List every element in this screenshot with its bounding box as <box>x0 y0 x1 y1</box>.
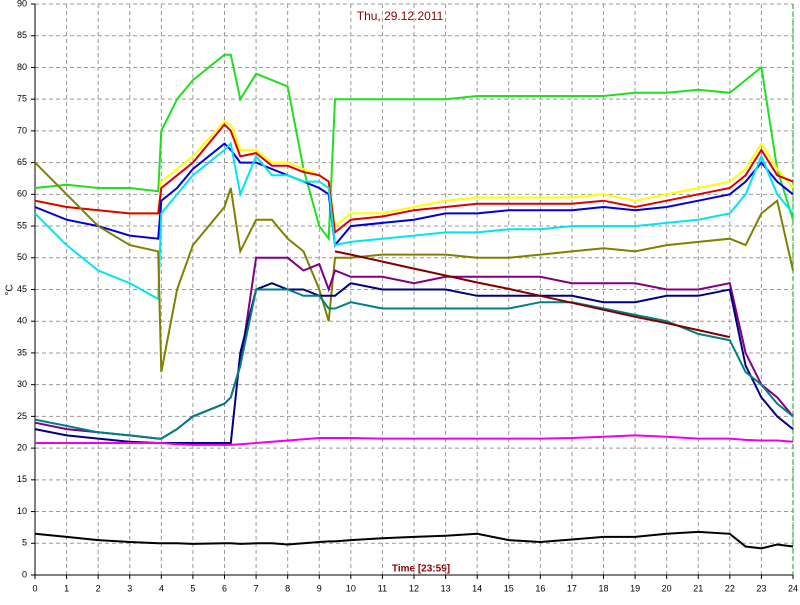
y-tick-label: 40 <box>17 316 27 326</box>
x-tick-label: 5 <box>190 583 195 593</box>
series-line <box>34 123 794 235</box>
y-tick-label: 35 <box>17 347 27 357</box>
y-axis-label: °C <box>5 284 16 295</box>
x-tick-label: 16 <box>535 583 545 593</box>
y-tick-label: 5 <box>22 538 27 548</box>
x-tick-label: 21 <box>693 583 703 593</box>
x-tick-label: 24 <box>788 583 798 593</box>
y-tick-label: 45 <box>17 284 27 294</box>
y-tick-label: 75 <box>17 94 27 104</box>
x-tick-label: 13 <box>441 583 451 593</box>
x-tick-label: 23 <box>756 583 766 593</box>
x-tick-label: 19 <box>630 583 640 593</box>
x-tick-label: 3 <box>127 583 132 593</box>
y-tick-label: 15 <box>17 474 27 484</box>
series-line <box>34 530 794 550</box>
y-tick-label: 80 <box>17 62 27 72</box>
x-tick-label: 11 <box>378 583 387 593</box>
y-tick-label: 20 <box>17 442 27 452</box>
y-tick-label: 10 <box>17 506 27 516</box>
y-tick-label: 90 <box>17 0 27 8</box>
series-line <box>334 250 731 339</box>
x-tick-label: 6 <box>222 583 227 593</box>
x-tick-label: 1 <box>64 583 69 593</box>
y-tick-label: 70 <box>17 125 27 135</box>
y-tick-label: 60 <box>17 189 27 199</box>
x-tick-label: 22 <box>725 583 735 593</box>
x-tick-label: 17 <box>567 583 577 593</box>
series-line <box>34 141 794 301</box>
x-axis-label: Time [23:59] <box>392 564 450 575</box>
x-tick-label: 15 <box>504 583 514 593</box>
x-tick-label: 20 <box>662 583 672 593</box>
x-tick-label: 9 <box>317 583 322 593</box>
x-tick-label: 4 <box>159 583 164 593</box>
x-tick-label: 10 <box>346 583 356 593</box>
x-tick-label: 14 <box>472 583 482 593</box>
x-tick-label: 8 <box>285 583 290 593</box>
y-tick-label: 55 <box>17 220 27 230</box>
series-line <box>35 434 794 446</box>
y-tick-label: 30 <box>17 379 27 389</box>
y-tick-label: 25 <box>17 411 27 421</box>
x-tick-label: 12 <box>409 583 419 593</box>
y-tick-label: 65 <box>17 157 27 167</box>
x-tick-label: 0 <box>32 583 37 593</box>
y-tick-label: 50 <box>17 252 27 262</box>
x-tick-label: 2 <box>96 583 101 593</box>
y-tick-label: 85 <box>17 30 27 40</box>
y-tick-label: 0 <box>22 569 27 579</box>
series-line <box>34 53 794 242</box>
x-tick-label: 7 <box>254 583 259 593</box>
series-line <box>34 161 794 373</box>
x-tick-label: 18 <box>598 583 608 593</box>
chart-title: Thu, 29.12.2011 <box>357 9 444 23</box>
